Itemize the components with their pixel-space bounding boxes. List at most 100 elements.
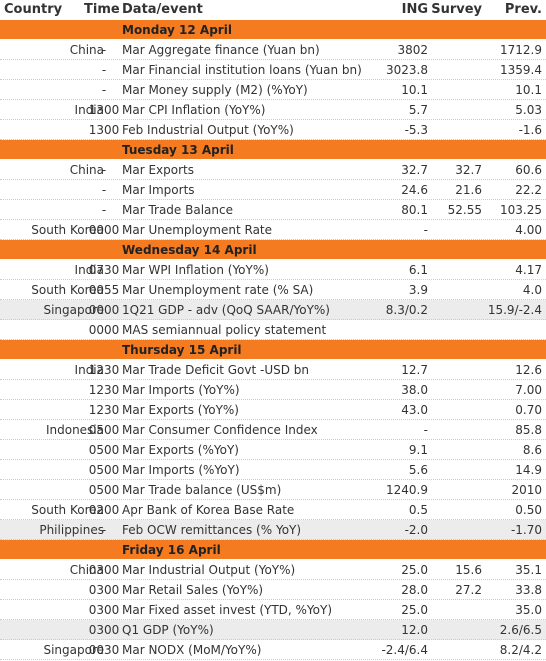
time-cell: - <box>101 43 107 57</box>
event-row: China - Mar Aggregate finance (Yuan bn) 380… <box>0 40 546 60</box>
ing-cell: 43.0 <box>401 403 428 417</box>
day-title: Tuesday 13 April <box>122 143 234 157</box>
time-cell: 0500 <box>88 423 120 437</box>
country-cell: Country <box>4 2 63 17</box>
time-cell: 1230 <box>88 383 120 397</box>
day-band: Wednesday 14 April <box>0 240 546 260</box>
event-cell: Mar NODX (MoM/YoY%) <box>122 643 262 657</box>
prev-cell: 1359.4 <box>500 63 542 77</box>
ing-cell: 3802 <box>397 43 428 57</box>
event-row: 1230 Mar Exports (YoY%) 43.0 0.70 <box>0 400 546 420</box>
prev-cell: 14.9 <box>515 463 542 477</box>
event-row: 0500 Mar Exports (%YoY) 9.1 8.6 <box>0 440 546 460</box>
time-cell: 0055 <box>88 283 120 297</box>
day-band: Monday 12 April <box>0 20 546 40</box>
time-cell: - <box>101 203 107 217</box>
ing-cell: 25.0 <box>401 603 428 617</box>
event-row: Indonesia 0500 Mar Consumer Confidence Ind… <box>0 420 546 440</box>
day-band: Thursday 15 April <box>0 340 546 360</box>
prev-cell: 4.0 <box>522 283 542 297</box>
ing-cell: - <box>423 223 428 237</box>
header-row: Country Time Data/event ING Survey Prev. <box>0 0 546 20</box>
ing-cell: -5.3 <box>404 123 428 137</box>
ing-cell: 5.6 <box>408 463 428 477</box>
event-cell: Mar Fixed asset invest (YTD, %YoY) <box>122 603 333 617</box>
time-cell: - <box>101 183 107 197</box>
event-cell: Mar Money supply (M2) (%YoY) <box>122 83 308 97</box>
time-cell: 0730 <box>88 263 120 277</box>
event-cell: Mar Unemployment rate (% SA) <box>122 283 314 297</box>
ing-cell: ING <box>401 2 428 17</box>
event-row: 0300 Q1 GDP (YoY%) 12.0 2.6/6.5 <box>0 620 546 640</box>
country-cell: India <box>74 263 104 277</box>
time-cell: 0000 <box>88 303 120 317</box>
prev-cell: 103.25 <box>500 203 542 217</box>
prev-cell: 0.50 <box>515 503 542 517</box>
event-cell: Mar Imports <box>122 183 195 197</box>
prev-cell: 8.2/4.2 <box>499 643 542 657</box>
event-cell: Mar Industrial Output (YoY%) <box>122 563 296 577</box>
event-row: China - Mar Exports 32.7 32.7 60.6 <box>0 160 546 180</box>
event-cell: Mar Unemployment Rate <box>122 223 273 237</box>
event-cell: Mar Trade balance (US$m) <box>122 483 282 497</box>
prev-cell: 0.70 <box>515 403 542 417</box>
prev-cell: 4.17 <box>515 263 542 277</box>
survey-cell: 21.6 <box>455 183 482 197</box>
country-cell: Singapore <box>43 643 104 657</box>
country-cell: India <box>74 103 104 117</box>
event-cell: Mar Exports (%YoY) <box>122 443 239 457</box>
prev-cell: 15.9/-2.4 <box>487 303 542 317</box>
ing-cell: 12.0 <box>401 623 428 637</box>
day-band: Friday 16 April <box>0 540 546 560</box>
prev-cell: 33.8 <box>515 583 542 597</box>
event-cell: Mar Retail Sales (YoY%) <box>122 583 264 597</box>
event-cell: Mar Aggregate finance (Yuan bn) <box>122 43 320 57</box>
time-cell: 0000 <box>88 323 120 337</box>
country-cell: China <box>69 563 104 577</box>
event-row: - Mar Trade Balance 80.1 52.55 103.25 <box>0 200 546 220</box>
day-title: Monday 12 April <box>122 23 232 37</box>
country-cell: China <box>69 163 104 177</box>
event-cell: MAS semiannual policy statement <box>122 323 327 337</box>
time-cell: 0500 <box>88 483 120 497</box>
time-cell: 1300 <box>88 103 120 117</box>
survey-cell: 15.6 <box>455 563 482 577</box>
day-band: Tuesday 13 April <box>0 140 546 160</box>
country-cell: South Korea <box>31 283 104 297</box>
time-cell: 1230 <box>88 403 120 417</box>
event-row: India 1230 Mar Trade Deficit Govt -USD bn 1… <box>0 360 546 380</box>
day-title: Wednesday 14 April <box>122 243 257 257</box>
prev-cell: 85.8 <box>515 423 542 437</box>
event-row: China 0300 Mar Industrial Output (YoY%) 25.… <box>0 560 546 580</box>
event-row: India 1300 Mar CPI Inflation (YoY%) 5.7 5.03 <box>0 100 546 120</box>
ing-cell: 6.1 <box>408 263 428 277</box>
event-row: South Korea 0000 Mar Unemployment Rate - 4.0… <box>0 220 546 240</box>
event-row: - Mar Imports 24.6 21.6 22.2 <box>0 180 546 200</box>
time-cell: 0300 <box>88 563 120 577</box>
prev-cell: 1712.9 <box>500 43 542 57</box>
ing-cell: 1240.9 <box>386 483 428 497</box>
ing-cell: 3023.8 <box>386 63 428 77</box>
time-cell: 0300 <box>88 603 120 617</box>
event-row: South Korea 0200 Apr Bank of Korea Base Ra… <box>0 500 546 520</box>
time-cell: 0500 <box>88 463 120 477</box>
event-cell: Mar WPI Inflation (YoY%) <box>122 263 269 277</box>
event-row: Singapore 0000 1Q21 GDP - adv (QoQ SAAR/Yo… <box>0 300 546 320</box>
prev-cell: 2010 <box>511 483 542 497</box>
event-cell: Mar Consumer Confidence Index <box>122 423 318 437</box>
time-cell: Time <box>84 2 120 17</box>
ing-cell: 12.7 <box>401 363 428 377</box>
country-cell: India <box>74 363 104 377</box>
survey-cell: 27.2 <box>455 583 482 597</box>
prev-cell: 8.6 <box>522 443 542 457</box>
event-cell: Apr Bank of Korea Base Rate <box>122 503 295 517</box>
ing-cell: 80.1 <box>401 203 428 217</box>
time-cell: 0000 <box>88 223 120 237</box>
survey-cell: 52.55 <box>447 203 482 217</box>
day-title: Friday 16 April <box>122 543 221 557</box>
ing-cell: - <box>423 423 428 437</box>
prev-cell: Prev. <box>504 2 542 17</box>
time-cell: 0300 <box>88 583 120 597</box>
ing-cell: 10.1 <box>401 83 428 97</box>
